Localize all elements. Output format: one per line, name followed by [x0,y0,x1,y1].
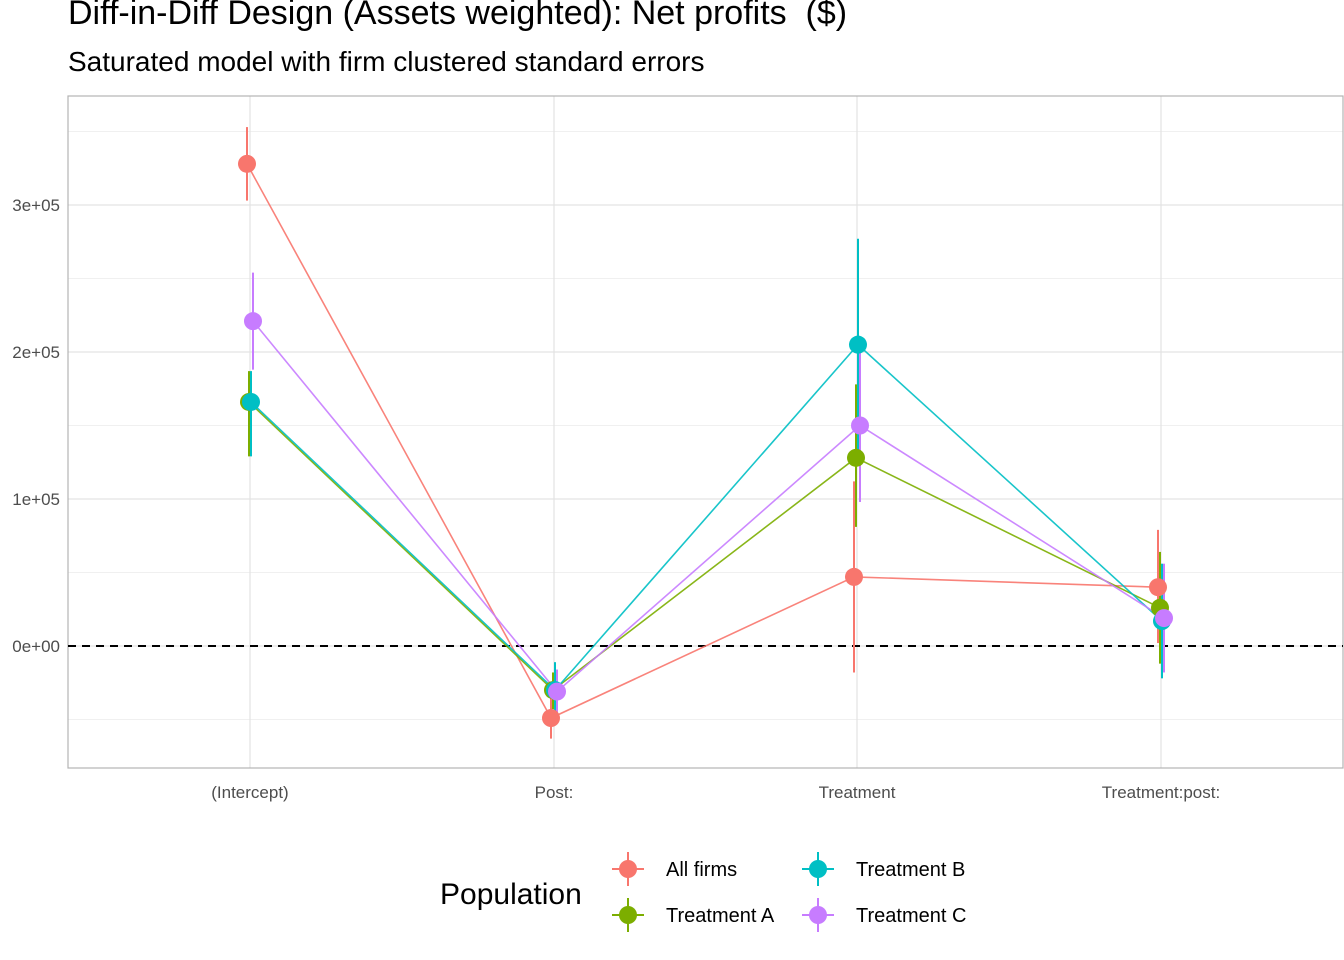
legend-title: Population [440,878,582,911]
data-point [242,392,260,411]
series-line-all-firms [246,163,1159,720]
x-tick-label: Post: [535,783,574,802]
data-point [845,567,863,586]
legend-label: Treatment A [666,905,775,927]
data-point [1149,578,1167,597]
legend-key-point [619,906,637,924]
y-tick-label: 3e+05 [12,196,60,215]
data-point [1155,609,1173,628]
data-point [847,448,865,467]
legend-key-point [809,906,827,924]
panel-background [68,96,1343,768]
legend-label: Treatment B [856,859,965,881]
data-point [849,335,867,354]
series-line-treatment-c [252,320,1165,693]
x-tick-label: Treatment [819,783,896,802]
y-tick-label: 2e+05 [12,343,60,362]
legend-label: All firms [666,859,737,881]
series-line-treatment-a [248,401,1161,692]
chart-subtitle: Saturated model with firm clustered stan… [68,46,705,77]
x-tick-label: (Intercept) [211,783,288,802]
legend-key-point [619,860,637,878]
y-tick-label: 1e+05 [12,490,60,509]
legend: Population All firms Treatment A Treatment … [440,852,966,932]
data-point [548,682,566,701]
data-point [542,709,560,728]
x-tick-label: Treatment:post: [1102,783,1220,802]
chart-title: Diff-in-Diff Design (Assets weighted): N… [68,0,848,32]
data-point [238,154,256,173]
data-point [244,312,262,331]
series-line-treatment-b [250,343,1163,692]
plot-area: 0e+00 1e+05 2e+05 3e+05 (Intercept) Post: Trea… [12,95,1344,802]
data-point [851,416,869,435]
panel-border [67,95,1344,769]
legend-key-point [809,860,827,878]
legend-label: Treatment C [856,905,966,927]
y-tick-label: 0e+00 [12,637,60,656]
